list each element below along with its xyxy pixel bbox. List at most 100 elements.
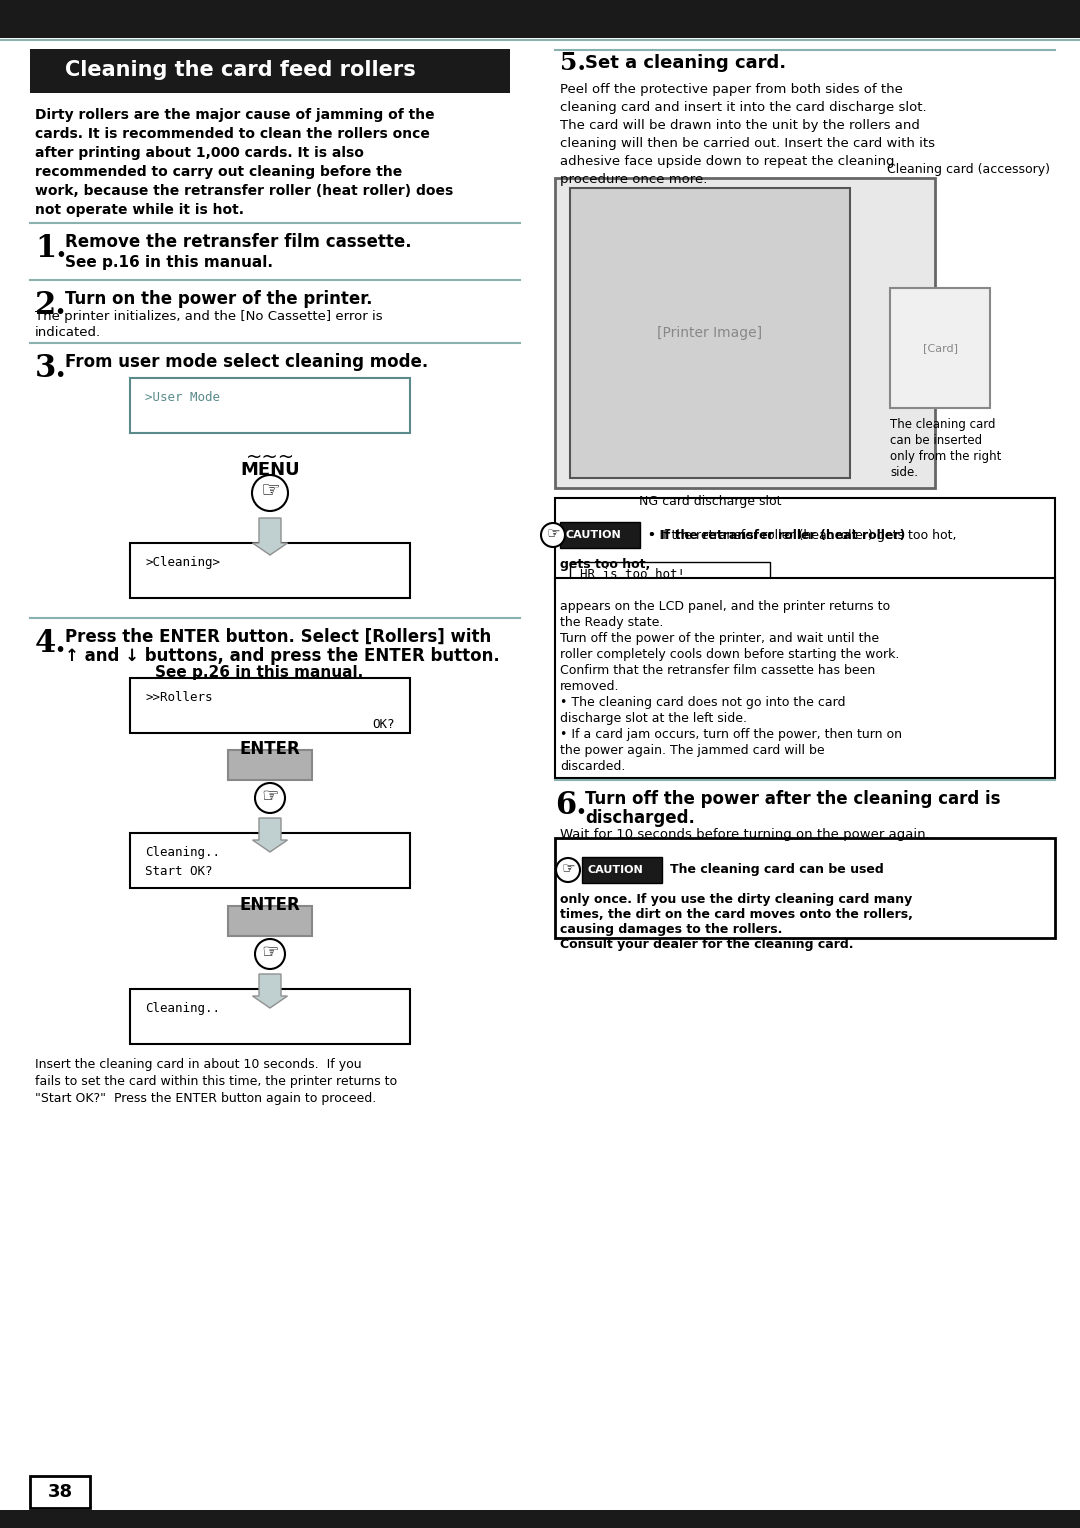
Bar [30,1476,90,1508]
Text: recommended to carry out cleaning before the: recommended to carry out cleaning before… [35,165,402,179]
Text: discarded.: discarded. [561,759,625,773]
Text: Confirm that the retransfer film cassette has been: Confirm that the retransfer film cassett… [561,665,875,677]
Text: ☞: ☞ [546,527,559,541]
Text: not operate while it is hot.: not operate while it is hot. [35,203,244,217]
Text: 5.: 5. [561,50,586,75]
Text: indicated.: indicated. [35,325,102,339]
Bar [228,906,312,937]
Circle shape [255,782,285,813]
Text: OK?: OK? [373,718,395,730]
Bar [561,523,640,549]
Text: the power again. The jammed card will be: the power again. The jammed card will be [561,744,825,756]
Text: causing damages to the rollers.: causing damages to the rollers. [561,923,782,937]
Bar [555,177,935,487]
Text: • If the retransfer roller (heat roller): • If the retransfer roller (heat roller) [648,529,905,541]
FancyArrow shape [253,973,287,1008]
Text: ↑ and ↓ buttons, and press the ENTER button.: ↑ and ↓ buttons, and press the ENTER but… [65,646,500,665]
Text: Turn on the power of the printer.: Turn on the power of the printer. [65,290,373,309]
Text: ~~~: ~~~ [245,448,295,468]
Bar [130,542,410,597]
Text: cleaning card and insert it into the card discharge slot.: cleaning card and insert it into the car… [561,101,927,115]
Text: ENTER: ENTER [240,740,300,758]
Text: [Printer Image]: [Printer Image] [658,325,762,341]
Text: The cleaning card can be used: The cleaning card can be used [670,863,883,877]
Circle shape [541,523,565,547]
Bar [130,678,410,733]
Text: >>Rollers: >>Rollers [145,691,213,704]
Bar [130,989,410,1044]
Bar [890,287,990,408]
Text: ENTER: ENTER [240,895,300,914]
Text: appears on the LCD panel, and the printer returns to: appears on the LCD panel, and the printe… [561,601,890,613]
Text: Set a cleaning card.: Set a cleaning card. [585,53,786,72]
Text: Turn off the power after the cleaning card is: Turn off the power after the cleaning ca… [585,790,1000,808]
Text: ☞: ☞ [562,862,575,877]
Text: HR is too hot!: HR is too hot! [580,568,685,582]
Text: Turn off the power of the printer, and wait until the: Turn off the power of the printer, and w… [561,633,879,645]
Text: work, because the retransfer roller (heat roller) does: work, because the retransfer roller (hea… [35,183,454,199]
Text: 38: 38 [48,1484,72,1500]
Text: Cleaning the card feed rollers: Cleaning the card feed rollers [65,60,416,79]
Text: Cleaning..: Cleaning.. [145,847,220,859]
Circle shape [255,940,285,969]
Text: fails to set the card within this time, the printer returns to: fails to set the card within this time, … [35,1076,397,1088]
Bar [130,833,410,888]
Text: Wait for 10 seconds before turning on the power again.: Wait for 10 seconds before turning on th… [561,828,930,840]
Text: • If the retransfer roller (heat roller) gets too hot,: • If the retransfer roller (heat roller)… [648,529,957,541]
Bar [0,0,1080,38]
Text: Consult your dealer for the cleaning card.: Consult your dealer for the cleaning car… [561,938,853,950]
Text: Press the ENTER button. Select [Rollers] with: Press the ENTER button. Select [Rollers]… [65,628,491,646]
Text: only once. If you use the dirty cleaning card many: only once. If you use the dirty cleaning… [561,892,913,906]
Text: The printer initializes, and the [No Cassette] error is: The printer initializes, and the [No Cas… [35,310,382,322]
Text: procedure once more.: procedure once more. [561,173,707,186]
Text: Cleaning card (accessory): Cleaning card (accessory) [887,163,1050,176]
Text: The cleaning card: The cleaning card [890,419,996,431]
Text: Insert the cleaning card in about 10 seconds.  If you: Insert the cleaning card in about 10 sec… [35,1057,362,1071]
Text: side.: side. [890,466,918,478]
Bar [570,188,850,478]
Bar [228,750,312,779]
Text: discharge slot at the left side.: discharge slot at the left side. [561,712,747,724]
Bar [0,1510,1080,1528]
Text: only from the right: only from the right [890,451,1001,463]
Text: adhesive face upside down to repeat the cleaning: adhesive face upside down to repeat the … [561,154,894,168]
Text: 4.: 4. [35,628,67,659]
Bar [582,857,662,883]
Text: >Cleaning>: >Cleaning> [145,556,220,568]
Text: "Start OK?"  Press the ENTER button again to proceed.: "Start OK?" Press the ENTER button again… [35,1093,376,1105]
Bar [555,837,1055,938]
FancyArrow shape [253,817,287,853]
Text: >User Mode: >User Mode [145,391,220,403]
Text: CAUTION: CAUTION [565,530,621,539]
Text: times, the dirt on the card moves onto the rollers,: times, the dirt on the card moves onto t… [561,908,913,921]
Bar [570,562,770,588]
Text: Cleaning..: Cleaning.. [145,1002,220,1015]
Text: ☞: ☞ [261,943,279,963]
Text: The card will be drawn into the unit by the rollers and: The card will be drawn into the unit by … [561,119,920,131]
Bar [555,498,1055,588]
Text: Start OK?: Start OK? [145,865,213,879]
Text: • The cleaning card does not go into the card: • The cleaning card does not go into the… [561,695,846,709]
Text: cleaning will then be carried out. Insert the card with its: cleaning will then be carried out. Inser… [561,138,935,150]
FancyArrow shape [253,518,287,555]
Text: • If a card jam occurs, turn off the power, then turn on: • If a card jam occurs, turn off the pow… [561,727,902,741]
Text: 6.: 6. [555,790,586,821]
Text: can be inserted: can be inserted [890,434,982,448]
Text: NG card discharge slot: NG card discharge slot [638,495,781,507]
Text: ☞: ☞ [260,481,280,501]
Text: gets too hot,: gets too hot, [561,558,650,571]
Bar [130,377,410,432]
Bar [555,578,1055,778]
Text: 1.: 1. [35,232,67,264]
Text: the Ready state.: the Ready state. [561,616,663,630]
Text: removed.: removed. [561,680,620,694]
Text: See p.16 in this manual.: See p.16 in this manual. [65,255,273,270]
Circle shape [556,859,580,882]
Text: CAUTION: CAUTION [588,865,643,876]
Text: 2.: 2. [35,290,67,321]
Text: discharged.: discharged. [585,808,694,827]
Text: roller completely cools down before starting the work.: roller completely cools down before star… [561,648,900,662]
Text: From user mode select cleaning mode.: From user mode select cleaning mode. [65,353,429,371]
Circle shape [252,475,288,510]
Text: Dirty rollers are the major cause of jamming of the: Dirty rollers are the major cause of jam… [35,108,434,122]
